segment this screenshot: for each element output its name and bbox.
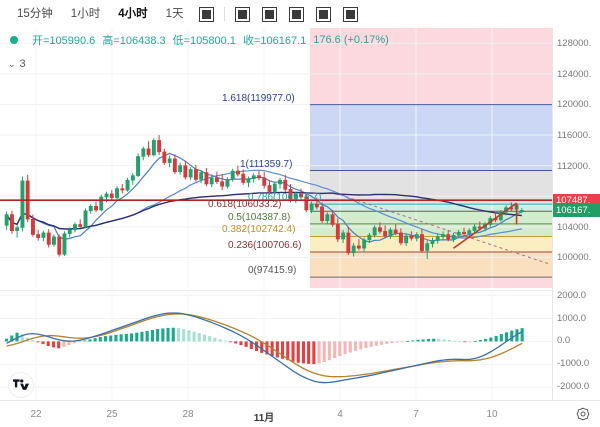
price-tick: 104000. [557,221,592,233]
timeframe-1h[interactable]: 1小时 [70,8,101,20]
price-tick: 128000. [557,38,592,50]
redacted-icon-5[interactable] [315,6,331,22]
ohlc-legend: 开=105990.6 高=106438.3 低=105800.1 收=10616… [10,32,389,48]
fib-label-0-382: 0.382(102742.4) [222,224,296,236]
time-tick: 28 [182,409,194,420]
legend-change: 176.6 (+0.17%) [313,34,389,46]
time-tick: 11月 [253,413,275,424]
time-tick: 7 [413,409,419,420]
fib-label-0-236: 0.236(100706.6) [228,240,302,251]
price-tick: 120000. [557,99,592,111]
tv-logo-glyph [12,379,29,390]
fib-label-0: 0(97415.9) [248,265,297,277]
legend-close: 收=106167.1 [242,35,307,47]
toolbar-separator [223,7,225,21]
resistance-price-badge[interactable]: 107487. [553,194,600,208]
chevron-down-icon[interactable]: ⌄ [8,58,16,69]
price-chart-pane[interactable] [0,28,552,288]
price-tick: 124000. [557,68,592,80]
time-tick: 22 [30,409,42,420]
redacted-icon-1[interactable] [198,6,214,22]
macd-tick: -2000.0 [557,381,590,393]
legend-high: 高=106438.3 [102,35,166,47]
redacted-icon-6[interactable] [342,6,358,22]
fib-label-0-5: 0.5(104387.8) [228,211,291,223]
price-tick: 112000. [557,160,591,172]
price-chart-svg [0,28,552,288]
series-color-dot [10,36,18,44]
legend-low: 低=105800.1 [172,35,236,47]
macd-svg [0,291,552,400]
tradingview-logo[interactable] [8,372,34,398]
redacted-icon-4[interactable] [288,6,304,22]
gear-icon[interactable] [576,407,590,421]
time-tick: 10 [486,409,498,420]
price-axis[interactable]: 128000. 124000. 120000. 116000. 112000. 10400… [552,28,600,400]
time-axis[interactable]: 22 25 28 11月 4 7 10 [0,400,600,427]
macd-tick: 2000.0 [557,289,587,301]
redacted-icon-2[interactable] [234,6,250,22]
indicator-legend-value: 3 [19,58,26,70]
macd-tick: 0.0 [557,335,571,347]
legend-open: 开=105990.6 [32,35,96,47]
time-tick: 4 [337,409,343,420]
fib-label-0-618: 0.618(106033.2) [208,199,282,211]
top-toolbar: 15分钟 1小时 4小时 1天 [0,0,600,28]
macd-tick: 1000.0 [557,312,587,324]
timeframe-15m[interactable]: 15分钟 [17,8,53,20]
gear-glyph [576,407,590,421]
indicator-legend[interactable]: ⌄ 3 [8,58,26,70]
timeframe-1d[interactable]: 1天 [165,8,184,20]
current-price-badge[interactable]: 106167. [553,204,600,218]
fib-label-1: 1(111359.7) [240,158,293,170]
macd-pane[interactable] [0,290,552,400]
fib-label-0-786: 0.786(106975.7) [248,192,322,204]
redacted-icon-3[interactable] [261,6,277,22]
timeframe-4h[interactable]: 4小时 [118,8,148,20]
price-tick: 116000. [557,130,591,142]
time-tick: 25 [106,409,118,420]
macd-tick: -1000.0 [557,358,590,370]
price-tick: 100000. [557,252,592,264]
fib-label-1-618: 1.618(119977.0) [222,92,295,104]
